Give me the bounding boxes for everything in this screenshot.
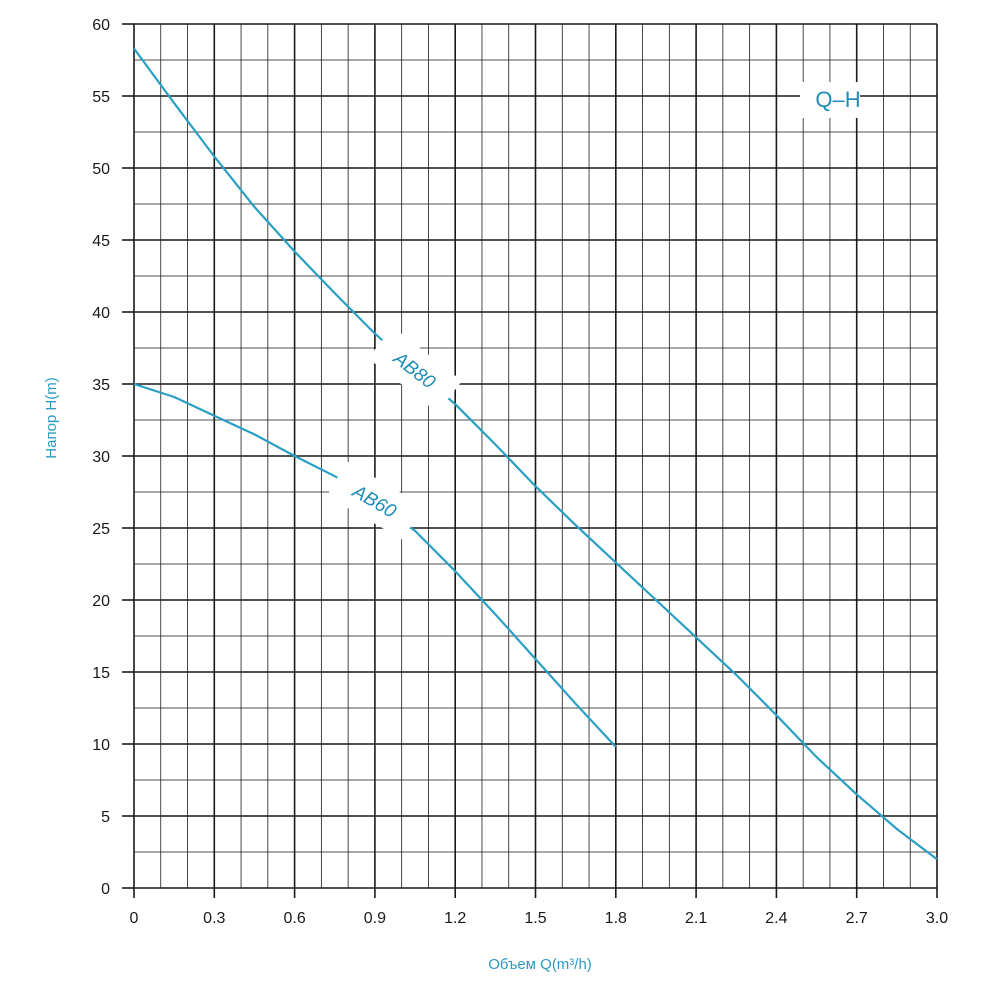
y-tick-labels: 0 5 10 15 20 25 30 35 40 45 50 55 60: [92, 17, 110, 898]
y-tick-label: 60: [92, 17, 110, 34]
y-tick-label: 50: [92, 161, 110, 178]
x-tick-label: 0.3: [203, 910, 225, 927]
y-tick-label: 35: [92, 377, 110, 394]
x-tick-label: 3.0: [926, 910, 948, 927]
axes: [122, 23, 938, 898]
title-background: [800, 82, 860, 118]
grid: [133, 23, 938, 889]
x-tick-label: 1.2: [444, 910, 466, 927]
series-label-bg-ab60: [326, 461, 424, 540]
y-tick-label: 0: [101, 881, 110, 898]
y-axis-label: Напор H(m): [43, 377, 60, 458]
x-tick-label: 2.7: [846, 910, 868, 927]
x-tick-label: 0: [130, 910, 139, 927]
series-label-bg-ab80: [368, 326, 463, 413]
x-tick-label: 0.6: [283, 910, 305, 927]
x-tick-label: 1.5: [524, 910, 546, 927]
x-axis-label: Объем Q(m³/h): [488, 956, 592, 973]
x-tick-label: 1.8: [605, 910, 627, 927]
y-tick-label: 30: [92, 449, 110, 466]
y-tick-label: 25: [92, 521, 110, 538]
y-tick-label: 10: [92, 737, 110, 754]
x-tick-label: 0.9: [364, 910, 386, 927]
x-tick-labels: 0 0.3 0.6 0.9 1.2 1.5 1.8 2.1 2.4 2.7 3.0: [130, 910, 949, 927]
y-tick-label: 45: [92, 233, 110, 250]
y-tick-label: 15: [92, 665, 110, 682]
x-tick-label: 2.1: [685, 910, 707, 927]
y-tick-label: 40: [92, 305, 110, 322]
y-tick-label: 20: [92, 593, 110, 610]
y-tick-label: 55: [92, 89, 110, 106]
x-tick-label: 2.4: [765, 910, 787, 927]
y-tick-label: 5: [101, 809, 110, 826]
chart-title: Q–H: [815, 87, 860, 112]
